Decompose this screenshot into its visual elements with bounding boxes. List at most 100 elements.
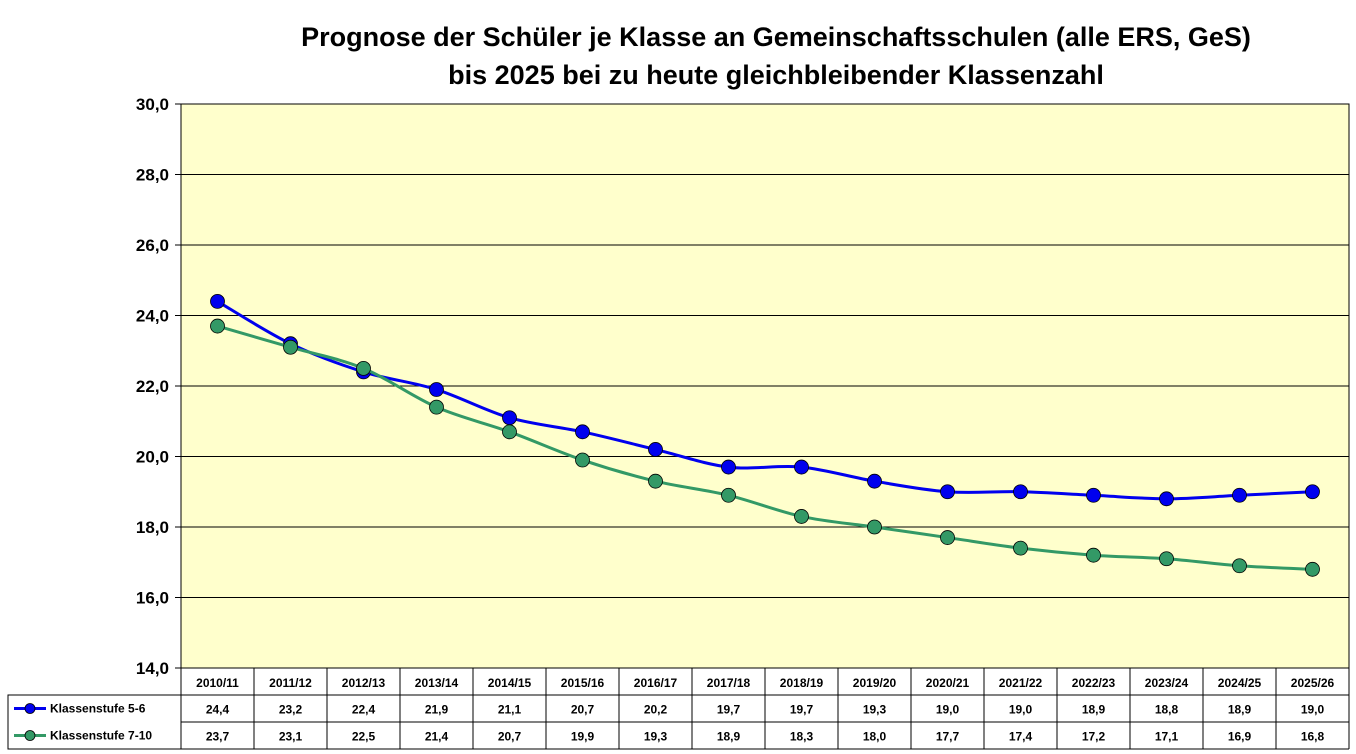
data-point-series-2 — [283, 339, 298, 355]
data-value-label: 18,9 — [1228, 703, 1252, 717]
y-tick-label: 28,0 — [136, 166, 169, 185]
gridlines — [181, 174, 1349, 598]
x-category-label: 2024/25 — [1218, 676, 1262, 690]
data-point-series-2 — [1232, 558, 1247, 574]
legend-label-2: Klassenstufe 7-10 — [50, 729, 152, 743]
legend-label-1: Klassenstufe 5-6 — [50, 702, 146, 716]
data-point-series-2 — [1305, 561, 1320, 577]
data-value-label: 21,4 — [425, 730, 449, 744]
data-value-label: 19,7 — [790, 703, 814, 717]
data-point-series-2 — [575, 452, 590, 468]
data-point-series-1 — [502, 410, 517, 426]
data-value-label: 23,7 — [206, 730, 230, 744]
y-tick-label: 20,0 — [136, 448, 169, 467]
x-category-label: 2015/16 — [561, 676, 605, 690]
x-category-label: 2014/15 — [488, 676, 532, 690]
data-value-label: 22,5 — [352, 730, 376, 744]
data-point-series-1 — [940, 484, 955, 500]
series-lines — [210, 293, 1320, 577]
data-point-series-2 — [1086, 547, 1101, 563]
y-tick-label: 18,0 — [136, 518, 169, 537]
y-tick-label: 24,0 — [136, 307, 169, 326]
data-point-series-2 — [648, 473, 663, 489]
data-point-series-2 — [1013, 540, 1028, 556]
data-value-label: 19,7 — [717, 703, 741, 717]
data-value-label: 18,0 — [863, 730, 887, 744]
data-point-series-1 — [867, 473, 882, 489]
data-table: 2010/11 2011/12 2012/13 2013/14 2014/15 2015/… — [7, 667, 1350, 750]
data-point-series-1 — [1159, 491, 1174, 507]
data-value-label: 18,3 — [790, 730, 814, 744]
data-value-label: 22,4 — [352, 703, 376, 717]
data-value-label: 21,9 — [425, 703, 449, 717]
data-point-series-1 — [1086, 487, 1101, 503]
x-category-label: 2010/11 — [196, 676, 239, 690]
data-point-series-2 — [940, 530, 955, 545]
data-point-series-2 — [502, 424, 517, 440]
series-line-1 — [216, 300, 1313, 501]
data-value-label: 17,7 — [936, 730, 960, 744]
data-value-label: 20,2 — [644, 703, 668, 717]
data-point-series-1 — [1232, 487, 1247, 503]
data-value-label: 19,0 — [1301, 703, 1325, 717]
x-category-label: 2016/17 — [634, 676, 678, 690]
data-point-series-2 — [429, 399, 444, 415]
x-category-label: 2021/22 — [999, 676, 1043, 690]
x-category-label: 2025/26 — [1291, 676, 1335, 690]
data-value-label: 17,2 — [1082, 730, 1106, 744]
data-point-series-2 — [1159, 551, 1174, 567]
data-point-series-2 — [356, 360, 371, 376]
data-point-series-1 — [575, 424, 590, 440]
data-value-label: 21,1 — [498, 703, 522, 717]
data-value-label: 18,9 — [717, 730, 741, 744]
x-category-label: 2017/18 — [707, 676, 751, 690]
data-value-label: 20,7 — [571, 703, 595, 717]
x-category-label: 2012/13 — [342, 676, 386, 690]
data-point-series-2 — [210, 318, 225, 334]
data-point-series-2 — [794, 509, 809, 524]
x-category-label: 2011/12 — [269, 676, 312, 690]
chart-title-line-2: bis 2025 bei zu heute gleichbleibender K… — [448, 60, 1104, 90]
data-value-label: 19,3 — [863, 703, 887, 717]
data-value-label: 16,9 — [1228, 730, 1252, 744]
data-point-series-2 — [867, 519, 882, 535]
data-value-label: 19,0 — [1009, 703, 1033, 717]
data-value-label: 19,9 — [571, 730, 595, 744]
data-point-series-1 — [794, 459, 809, 475]
data-point-series-1 — [721, 459, 736, 475]
x-category-label: 2013/14 — [415, 676, 459, 690]
data-value-label: 24,4 — [206, 703, 230, 717]
data-value-label: 18,9 — [1082, 703, 1106, 717]
data-value-label: 18,8 — [1155, 703, 1179, 717]
data-point-series-1 — [1305, 484, 1320, 500]
data-value-label: 19,3 — [644, 730, 668, 744]
chart-title-line-1: Prognose der Schüler je Klasse an Gemein… — [301, 22, 1251, 52]
data-point-series-2 — [721, 487, 736, 503]
x-category-label: 2020/21 — [926, 676, 970, 690]
x-category-label: 2019/20 — [853, 676, 897, 690]
data-value-label: 23,2 — [279, 703, 303, 717]
legend-marker-2 — [24, 730, 36, 741]
legend-marker-1 — [24, 703, 36, 714]
data-value-label: 19,0 — [936, 703, 960, 717]
data-value-label: 20,7 — [498, 730, 522, 744]
data-point-series-1 — [1013, 484, 1028, 500]
data-value-label: 16,8 — [1301, 730, 1325, 744]
x-category-label: 2018/19 — [780, 676, 824, 690]
data-point-series-1 — [648, 442, 663, 457]
y-tick-label: 26,0 — [136, 236, 169, 255]
y-tick-label: 14,0 — [136, 659, 169, 678]
series-line-2 — [217, 324, 1313, 571]
data-value-label: 23,1 — [279, 730, 303, 744]
data-point-series-1 — [210, 293, 225, 309]
y-tick-label: 22,0 — [136, 377, 169, 396]
x-category-label: 2022/23 — [1072, 676, 1116, 690]
data-value-label: 17,1 — [1155, 730, 1179, 744]
data-value-label: 17,4 — [1009, 730, 1033, 744]
x-category-label: 2023/24 — [1145, 676, 1189, 690]
data-point-series-1 — [429, 382, 444, 397]
y-tick-label: 30,0 — [136, 95, 169, 114]
y-tick-label: 16,0 — [136, 589, 169, 608]
y-axis: 14,0 16,0 18,0 20,0 22,0 24,0 26,0 28,0 30,0 — [136, 95, 181, 678]
